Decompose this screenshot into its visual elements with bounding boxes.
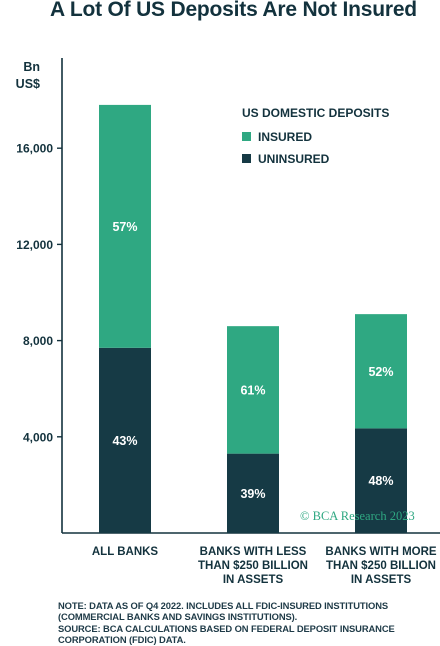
data-label-insured: 57%: [112, 220, 137, 234]
category-label: IN ASSETS: [351, 574, 412, 586]
footnote-line: CORPORATION (FDIC) DATA.: [58, 634, 186, 646]
stacked-bar-chart: Bn US$ 4,000 8,000 12,000 16,000 43% 57% ALL BAN…: [16, 58, 440, 586]
y-axis-label: US$: [16, 77, 40, 91]
bar-uninsured: [99, 347, 151, 533]
bar-uninsured: [355, 428, 407, 533]
category-label: ALL BANKS: [92, 546, 159, 558]
category-label: THAN $250 BILLION: [198, 560, 308, 572]
bar-insured: [227, 326, 279, 454]
chart-title: A Lot Of US Deposits Are Not Insured: [50, 0, 417, 21]
data-label-uninsured: 43%: [112, 434, 137, 448]
legend-label: INSURED: [258, 130, 312, 144]
footnote: NOTE: DATA AS OF Q4 2022. INCLUDES ALL F…: [58, 600, 440, 646]
footnote-line: (COMMERCIAL BANKS AND SAVINGS INSTITUTIO…: [58, 611, 298, 623]
category-label: THAN $250 BILLION: [326, 560, 436, 572]
legend-title: US DOMESTIC DEPOSITS: [242, 106, 389, 120]
legend-label: UNINSURED: [258, 152, 330, 166]
category-label: IN ASSETS: [223, 574, 284, 586]
y-tick-label: 16,000: [16, 142, 53, 156]
footnote-line: NOTE: DATA AS OF Q4 2022. INCLUDES ALL F…: [58, 600, 389, 611]
category-label: BANKS WITH LESS: [200, 546, 307, 558]
category-label: BANKS WITH MORE: [325, 546, 436, 558]
footnote-line: SOURCE: BCA CALCULATIONS BASED ON FEDERA…: [58, 622, 395, 634]
watermark: © BCA Research 2023: [300, 509, 415, 523]
legend-swatch: [242, 154, 251, 163]
legend-swatch: [242, 132, 251, 141]
y-tick-label: 4,000: [23, 430, 53, 444]
y-axis-label: Bn: [23, 60, 40, 74]
y-tick-label: 12,000: [16, 238, 53, 252]
data-label-uninsured: 48%: [368, 474, 393, 488]
bar-uninsured: [227, 453, 279, 533]
y-tick-label: 8,000: [23, 334, 53, 348]
data-label-insured: 61%: [240, 383, 265, 397]
bar-insured: [355, 314, 407, 429]
bar-insured: [99, 104, 151, 348]
data-label-uninsured: 39%: [240, 487, 265, 501]
data-label-insured: 52%: [368, 365, 393, 379]
